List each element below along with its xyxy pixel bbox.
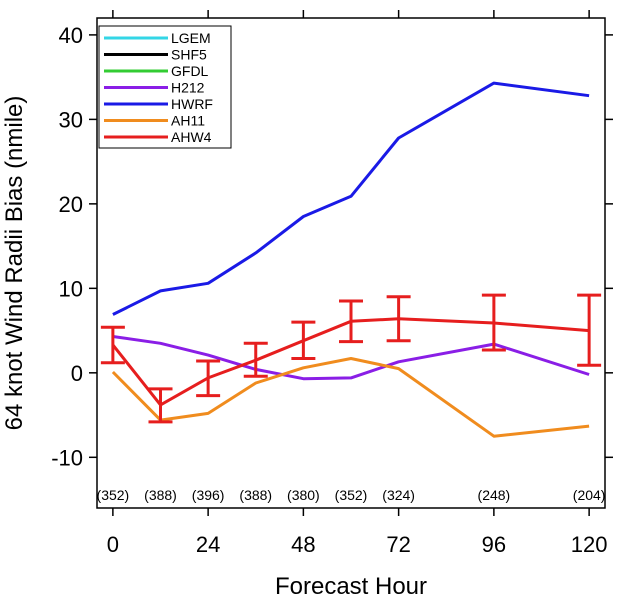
sample-count-label: (396) (192, 487, 225, 503)
x-axis-title: Forecast Hour (275, 573, 427, 600)
legend-label-hwrf: HWRF (171, 96, 213, 112)
error-bar (243, 341, 268, 378)
sample-count-label: (352) (335, 487, 368, 503)
error-bar (339, 299, 363, 344)
y-tick-label: 40 (59, 23, 83, 48)
x-tick-label: 48 (291, 532, 315, 557)
sample-count-label: (388) (144, 487, 177, 503)
y-axis-title: 64 knot Wind Radii Bias (nmile) (1, 96, 28, 431)
x-tick-label: 0 (107, 532, 119, 557)
error-bar (481, 293, 506, 352)
legend-label-lgem: LGEM (171, 30, 211, 46)
sample-count-label: (204) (573, 487, 606, 503)
legend-label-ah11: AH11 (171, 113, 205, 129)
sample-count-label: (352) (97, 487, 130, 503)
sample-count-label: (248) (478, 487, 511, 503)
error-bar (386, 295, 411, 343)
legend-label-gfdl: GFDL (171, 63, 209, 79)
series-line-ah11 (111, 357, 590, 438)
error-bar (100, 325, 125, 365)
series-layer (100, 81, 602, 438)
sample-counts: (352) (388) (396) (388) (380) (352) (324) (248)… (97, 487, 606, 503)
error-bar (577, 293, 602, 367)
y-tick-label: -10 (51, 445, 83, 470)
series-line-h212 (112, 335, 590, 381)
error-bar (148, 387, 173, 424)
sample-count-label: (388) (239, 487, 272, 503)
x-tick-label: 24 (196, 532, 220, 557)
x-tick-label: 120 (571, 532, 608, 557)
y-tick-label: 0 (71, 361, 83, 386)
legend-label-ahw4: AHW4 (171, 129, 212, 145)
series-line-hwrf (112, 81, 590, 316)
y-tick-label: 10 (59, 276, 83, 301)
y-tick-label: 20 (59, 192, 83, 217)
error-bar (291, 320, 316, 360)
legend-label-shf5: SHF5 (171, 47, 207, 63)
x-tick-label: 72 (386, 532, 410, 557)
legend-label-h212: H212 (171, 80, 205, 96)
error-bar (196, 359, 221, 398)
plot-frame (96, 17, 606, 509)
sample-count-label: (324) (382, 487, 415, 503)
sample-count-label: (380) (287, 487, 320, 503)
y-tick-label: 30 (59, 107, 83, 132)
x-tick-label: 96 (482, 532, 506, 557)
axis-ticks: 0 24 48 72 96 120 -10 0 10 20 30 40 (51, 10, 613, 557)
